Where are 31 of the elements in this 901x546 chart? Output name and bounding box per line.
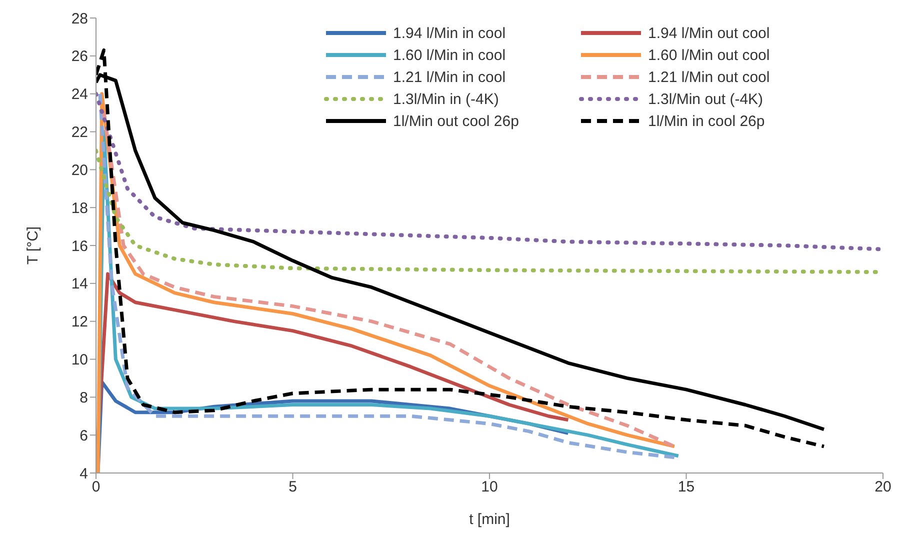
x-tick-label: 20	[874, 478, 892, 496]
y-tick-label: 6	[80, 427, 88, 444]
legend-label: 1.60 l/Min out cool	[648, 46, 770, 64]
legend-label: 1.3l/Min out (-4K)	[648, 90, 764, 108]
legend-label: 1l/Min in cool 26p	[648, 112, 765, 130]
line-series	[96, 92, 883, 252]
y-tick-label: 26	[71, 48, 88, 66]
y-tick-label: 14	[71, 276, 88, 293]
legend-label: 1.94 l/Min out cool	[648, 24, 770, 42]
y-tick-label: 10	[71, 352, 88, 369]
y-tick-label: 22	[71, 124, 88, 142]
y-tick-label: 8	[80, 389, 88, 406]
legend-label: 1.60 l/Min in cool	[393, 46, 506, 64]
y-tick-label: 12	[71, 314, 88, 331]
y-tick-label: 4	[80, 465, 88, 482]
legend-label: 1l/Min out cool 26p	[393, 112, 519, 130]
legend-label: 1.21 l/Min out cool	[648, 68, 770, 86]
y-axis-title: T [°C]	[24, 226, 42, 265]
x-tick-label: 5	[288, 478, 297, 496]
y-tick-label: 16	[71, 238, 88, 255]
y-tick-label: 18	[71, 200, 88, 217]
y-tick-label: 20	[71, 162, 88, 179]
legend-label: 1.21 l/Min in cool	[393, 68, 506, 86]
legend-label: 1.94 l/Min in cool	[393, 24, 506, 42]
x-tick-label: 15	[678, 478, 695, 496]
y-tick-label: 28	[71, 10, 88, 28]
x-axis-title: t [min]	[469, 511, 510, 528]
y-tick-label: 24	[71, 86, 88, 104]
x-tick-label: 0	[92, 478, 100, 496]
legend-label: 1.3l/Min in (-4K)	[393, 90, 499, 108]
x-tick-label: 10	[481, 478, 498, 496]
